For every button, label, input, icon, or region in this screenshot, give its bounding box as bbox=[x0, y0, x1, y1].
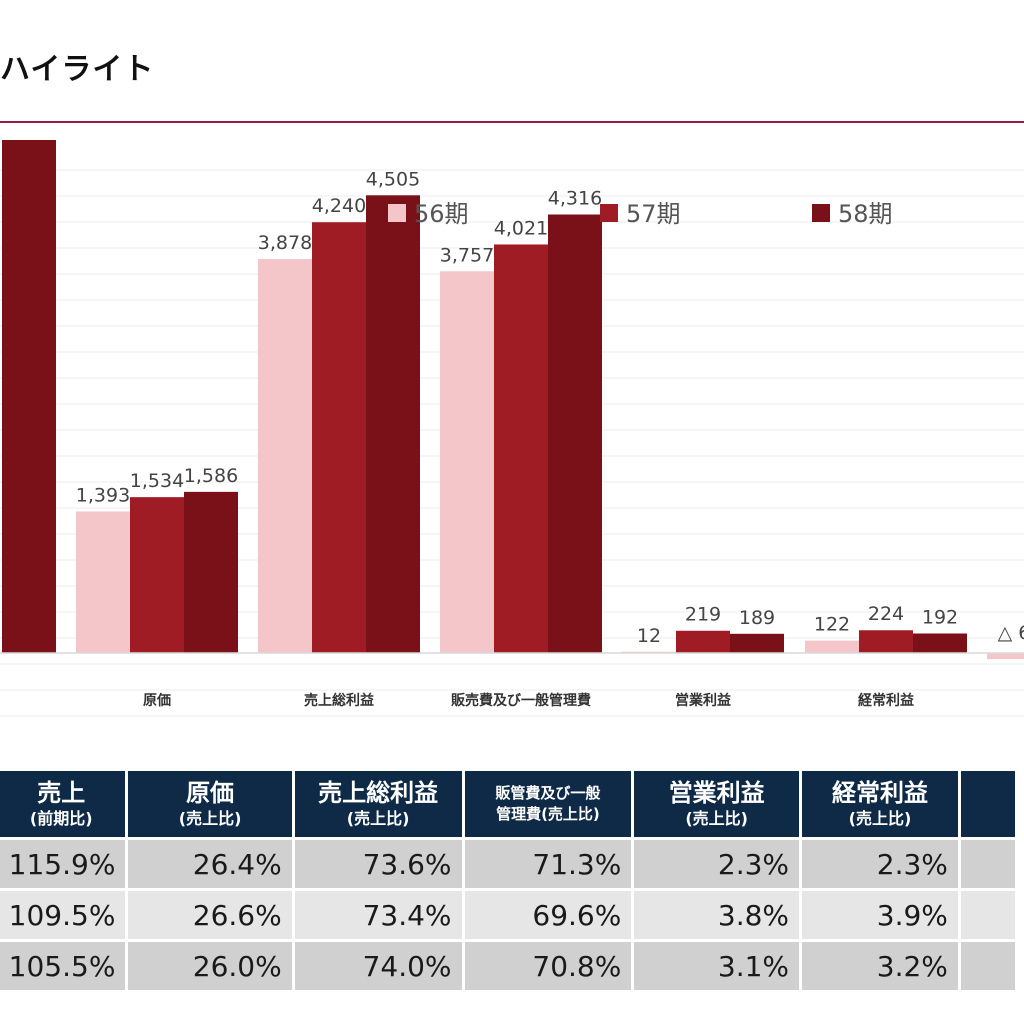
bar bbox=[859, 630, 913, 653]
table-header-row: 売上 (前期比) 原価 (売上比) 売上総利益 (売上比) 販管費及び一般 管理… bbox=[0, 771, 1015, 837]
table-cell: 3.8% bbox=[634, 891, 800, 939]
data-label: 4,316 bbox=[548, 187, 602, 209]
bar bbox=[987, 653, 1024, 660]
table-cell: 69.6% bbox=[464, 891, 632, 939]
bar bbox=[913, 633, 967, 653]
data-label: 4,505 bbox=[366, 168, 420, 190]
data-label: 122 bbox=[814, 614, 850, 636]
header-extra bbox=[960, 771, 1015, 837]
bar bbox=[730, 633, 784, 653]
table-cell bbox=[960, 840, 1015, 888]
data-label: 1,586 bbox=[184, 465, 238, 487]
table-cell: 3.2% bbox=[802, 942, 958, 990]
table-cell bbox=[960, 891, 1015, 939]
data-label: 189 bbox=[739, 607, 775, 629]
bar bbox=[2, 140, 56, 653]
table-row: 105.5% 26.0% 74.0% 70.8% 3.1% 3.2% bbox=[0, 942, 1015, 990]
bar bbox=[130, 497, 184, 653]
legend-label: 58期 bbox=[838, 200, 893, 228]
data-label: 1,534 bbox=[130, 470, 184, 492]
legend-swatch bbox=[600, 204, 618, 222]
data-label: 12 bbox=[637, 625, 661, 647]
table-cell: 109.5% bbox=[0, 891, 126, 939]
bar bbox=[805, 640, 859, 653]
header-ordinary-profit: 経常利益 (売上比) bbox=[802, 771, 958, 837]
bar bbox=[548, 214, 602, 654]
category-label: 販売費及び一般管理費 bbox=[451, 692, 591, 709]
bar bbox=[184, 491, 238, 653]
table-cell: 73.4% bbox=[294, 891, 462, 939]
bar-chart: 1,393 3,878 3,757 12 122 △ 6 1,534 4,240 4,021 21… bbox=[0, 140, 1024, 717]
data-label: 3,757 bbox=[440, 244, 494, 266]
legend-label: 57期 bbox=[626, 200, 681, 228]
header-sga: 販管費及び一般 管理費(売上比) bbox=[464, 771, 632, 837]
data-label: 219 bbox=[685, 604, 721, 626]
table-cell: 2.3% bbox=[634, 840, 800, 888]
data-label: 1,393 bbox=[76, 484, 130, 506]
table-row: 109.5% 26.6% 73.4% 69.6% 3.8% 3.9% bbox=[0, 891, 1015, 939]
data-label: 3,878 bbox=[258, 232, 312, 254]
header-cost: 原価 (売上比) bbox=[128, 771, 292, 837]
data-label: 192 bbox=[922, 606, 958, 628]
table-cell: 74.0% bbox=[294, 942, 462, 990]
bar bbox=[366, 195, 420, 653]
bar bbox=[440, 271, 494, 653]
category-label: 営業利益 bbox=[675, 692, 731, 709]
table-cell: 71.3% bbox=[464, 840, 632, 888]
bar bbox=[312, 222, 366, 653]
table-cell: 73.6% bbox=[294, 840, 462, 888]
header-sales: 売上 (前期比) bbox=[0, 771, 126, 837]
data-label: 224 bbox=[868, 603, 904, 625]
title-divider bbox=[0, 121, 1024, 123]
table-cell: 70.8% bbox=[464, 942, 632, 990]
header-operating-profit: 営業利益 (売上比) bbox=[634, 771, 800, 837]
table-cell: 2.3% bbox=[802, 840, 958, 888]
header-gross-profit: 売上総利益 (売上比) bbox=[294, 771, 462, 837]
page-title: ハイライト bbox=[0, 52, 155, 87]
table-cell: 26.6% bbox=[128, 891, 292, 939]
bar bbox=[494, 244, 548, 653]
ratio-table: 売上 (前期比) 原価 (売上比) 売上総利益 (売上比) 販管費及び一般 管理… bbox=[0, 768, 1018, 993]
bar bbox=[676, 630, 730, 653]
table-row: 115.9% 26.4% 73.6% 71.3% 2.3% 2.3% bbox=[0, 840, 1015, 888]
table-cell: 3.1% bbox=[634, 942, 800, 990]
legend-label: 56期 bbox=[414, 200, 469, 228]
category-label: 売上総利益 bbox=[304, 692, 374, 709]
category-label: 経常利益 bbox=[858, 692, 914, 709]
table-cell: 105.5% bbox=[0, 942, 126, 990]
table-cell: 115.9% bbox=[0, 840, 126, 888]
data-label: 4,021 bbox=[494, 217, 548, 239]
legend-swatch bbox=[388, 204, 406, 222]
category-label: 原価 bbox=[143, 692, 171, 709]
data-label: 4,240 bbox=[312, 195, 366, 217]
table-cell: 26.4% bbox=[128, 840, 292, 888]
table-cell bbox=[960, 942, 1015, 990]
data-label: △ 6 bbox=[998, 622, 1024, 644]
table-cell: 3.9% bbox=[802, 891, 958, 939]
bar bbox=[258, 258, 312, 653]
bar bbox=[76, 511, 130, 653]
table-cell: 26.0% bbox=[128, 942, 292, 990]
legend-swatch bbox=[812, 204, 830, 222]
